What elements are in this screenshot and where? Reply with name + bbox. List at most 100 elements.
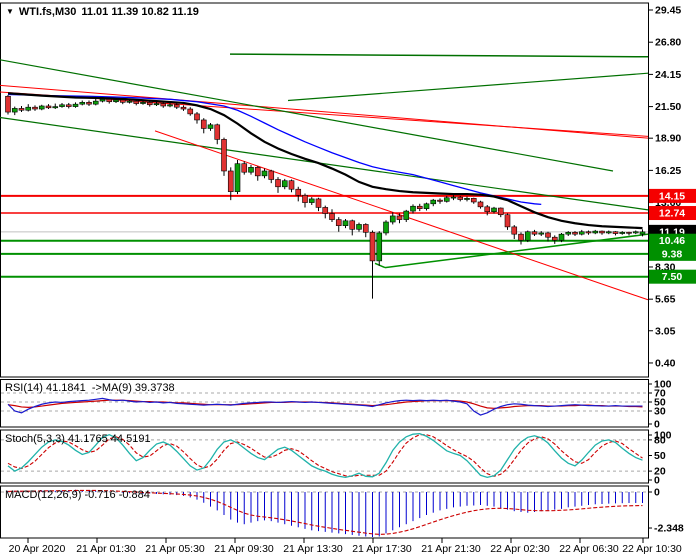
candle-body: [605, 231, 612, 234]
candle-body: [72, 103, 79, 107]
price-badge: [649, 188, 696, 203]
candle-body: [403, 210, 410, 220]
candle-body: [322, 207, 329, 214]
time-axis-label: 21 Apr 01:30: [76, 543, 136, 555]
candle-body: [45, 105, 52, 109]
candle-body: [92, 100, 99, 105]
symbol-period-label: WTI.fs,M30: [18, 6, 77, 18]
candle-body: [565, 232, 572, 235]
macd-pane-frame: [0, 485, 649, 539]
candle-body: [329, 213, 335, 220]
candle-body: [65, 104, 72, 107]
candle-body: [288, 180, 295, 190]
candle-body: [578, 231, 585, 235]
price-badge-label: 10.46: [659, 235, 685, 247]
candle-body: [86, 102, 92, 105]
candle-body: [558, 233, 565, 241]
candle-body: [626, 232, 632, 234]
rsi-axis-label: 50: [654, 397, 666, 409]
candle-body: [268, 170, 275, 180]
price-axis-label: 5.65: [655, 294, 676, 306]
time-axis-label: 22 Apr 06:30: [559, 543, 619, 555]
candle-body: [167, 104, 173, 107]
rsi-indicator-label: RSI(14) 41.1841 ->MA(9) 39.3738: [5, 382, 175, 394]
candle-body: [140, 102, 146, 104]
candle-body: [491, 207, 497, 212]
candle-body: [234, 163, 241, 192]
candle-body: [52, 106, 59, 109]
candle-body: [302, 194, 308, 203]
candle-body: [126, 100, 133, 103]
symbol-dropdown-icon[interactable]: ▼: [6, 7, 14, 16]
candle-body: [511, 226, 518, 235]
price-axis-label: 29.45: [655, 5, 681, 17]
candle-body: [25, 106, 32, 111]
price-axis-label: 24.15: [655, 69, 681, 81]
candle-body: [187, 108, 194, 115]
candle-body: [423, 203, 430, 209]
candle-body: [160, 103, 167, 107]
candle-body: [133, 100, 140, 104]
candle-body: [119, 99, 126, 103]
candle-body: [497, 207, 504, 216]
stoch-k-line: [7, 433, 643, 479]
blue-moving-average: [7, 93, 542, 206]
candle-body: [342, 220, 349, 226]
price-badge: [649, 233, 696, 248]
candle-body: [227, 170, 234, 192]
rsi-axis-label: 30: [654, 406, 666, 418]
candle-body: [612, 231, 619, 234]
rsi-line: [7, 397, 643, 416]
candle-body: [410, 205, 416, 212]
candle-body: [450, 196, 457, 199]
stoch-axis-label: 100: [654, 430, 672, 442]
candle-body: [477, 201, 484, 208]
time-axis-label: 21 Apr 17:30: [352, 543, 412, 555]
time-axis-label: 21 Apr 13:30: [283, 543, 343, 555]
price-badge: [649, 246, 696, 261]
stoch-axis-label: 0: [654, 475, 660, 487]
time-axis-label: 22 Apr 10:30: [622, 543, 682, 555]
trendline: [229, 53, 649, 58]
candle-body: [59, 104, 65, 107]
rsi-axis-label: 0: [654, 419, 660, 431]
candle-body: [437, 199, 443, 202]
candle-body: [18, 108, 25, 111]
price-axis-label: 18.90: [655, 133, 681, 145]
price-badge: [649, 206, 696, 221]
candle-body: [356, 224, 362, 230]
candle-body: [194, 113, 200, 121]
price-badge-label: 7.50: [662, 271, 683, 283]
price-axis-label: 0.40: [655, 357, 676, 369]
trendline: [154, 130, 649, 301]
candle-body: [531, 231, 538, 235]
candle-body: [632, 231, 639, 234]
macd-indicator-label: MACD(12,26,9) -0.716 -0.884: [5, 489, 150, 501]
candle-body: [545, 232, 551, 238]
price-badge-label: 9.38: [662, 248, 683, 260]
candle-body: [38, 105, 45, 110]
candle-body: [396, 215, 403, 220]
candle-body: [484, 206, 491, 212]
stoch-axis-label: 20: [654, 466, 666, 478]
candle-body: [153, 103, 160, 106]
time-axis-label: 21 Apr 21:30: [421, 543, 481, 555]
candle-body: [221, 139, 227, 172]
stoch-indicator-label: Stoch(5,3,3) 41.1765 44.5191: [5, 433, 151, 445]
candle-body: [518, 233, 524, 241]
trendline: [384, 233, 649, 269]
candle-body: [464, 198, 470, 200]
price-badge: [649, 269, 696, 284]
stoch-axis-label: 80: [654, 434, 666, 446]
candle-body: [572, 232, 578, 235]
trendline: [374, 262, 386, 269]
candle-body: [619, 232, 626, 234]
main-pane-frame: [0, 2, 649, 378]
macd-axis-label: 0: [654, 487, 660, 499]
candle-body: [214, 124, 221, 140]
trendline: [0, 116, 649, 211]
candle-body: [180, 106, 187, 110]
macd-axis-label: -2.348: [654, 523, 684, 535]
trendline: [287, 72, 649, 102]
